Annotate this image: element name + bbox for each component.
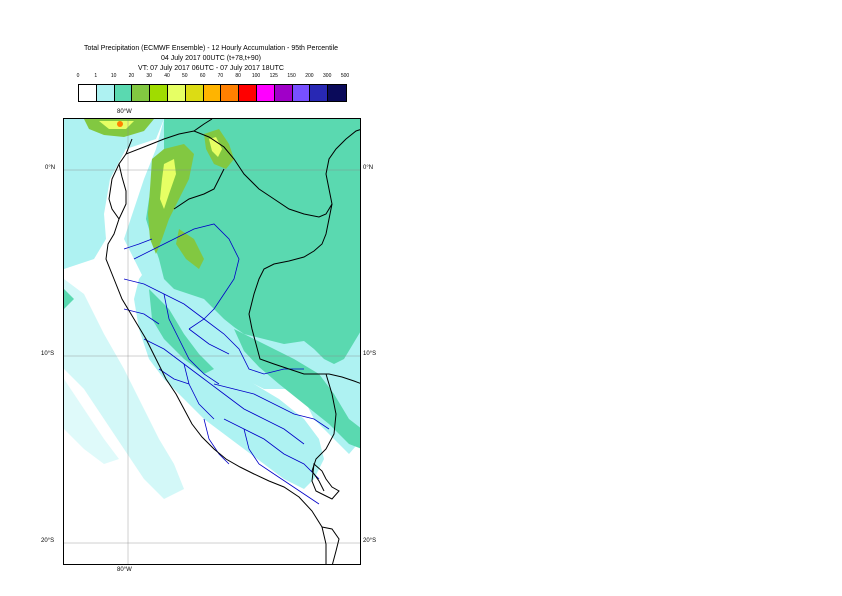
legend-label: 125 [269,73,278,79]
lat-label-10-right: 10°S [363,351,377,357]
precipitation-map[interactable] [63,118,361,565]
lat-label-20-right: 20°S [363,538,377,544]
lat-label-0-right: 0°N [363,165,374,171]
base-time: 04 July 2017 00UTC (t+78,t+90) [160,55,261,62]
lat-label-10-left: 10°S [41,351,55,357]
legend-swatch [292,85,311,101]
legend-label: 30 [146,73,152,79]
legend-swatch [114,85,133,101]
legend-label: 300 [323,73,332,79]
chart-title: Total Precipitation (ECMWF Ensemble) - 1… [83,45,339,52]
legend-label: 100 [251,73,261,79]
country-borders [105,119,360,564]
lat-label-20-left: 20°S [41,538,55,544]
lat-label-0-left: 0°N [45,165,56,171]
legend-label: 50 [182,73,188,79]
legend-label: 80 [235,73,241,79]
legend-swatch [203,85,222,101]
legend-label: 40 [164,73,170,79]
legend-label: 1 [94,73,98,79]
legend-swatch [132,85,151,101]
legend-swatch [328,85,346,101]
legend-swatch [150,85,168,101]
legend-labels: 0 1 10 20 30 40 50 60 70 80 100 125 150 200 300 500 [0,73,842,83]
legend-swatch [167,85,186,101]
legend-swatch [96,85,115,101]
color-legend [78,84,347,102]
legend-swatch [274,85,293,101]
legend-label: 70 [217,73,224,79]
region-borders [123,223,330,505]
precip-heavy-areas [84,119,234,269]
legend-swatch [310,85,329,101]
map-svg [64,119,360,564]
legend-swatch [221,85,240,101]
valid-time: VT: 07 July 2017 06UTC - 07 July 2017 18… [138,65,284,72]
lon-label-top: 80°W [117,109,132,115]
legend-swatch [239,85,257,101]
legend-label: 20 [128,73,135,79]
legend-label: 10 [110,73,117,79]
legend-swatch [185,85,204,101]
legend-label: 0 [76,73,80,79]
legend-swatch [79,85,97,101]
graticule [64,119,360,564]
legend-swatch [256,85,275,101]
legend-label: 60 [199,73,206,79]
legend-label: 500 [340,73,350,79]
precip-medium-areas [64,119,360,449]
legend-label: 150 [287,73,296,79]
lon-label-bottom: 80°W [117,567,132,573]
legend-label: 200 [305,73,314,79]
